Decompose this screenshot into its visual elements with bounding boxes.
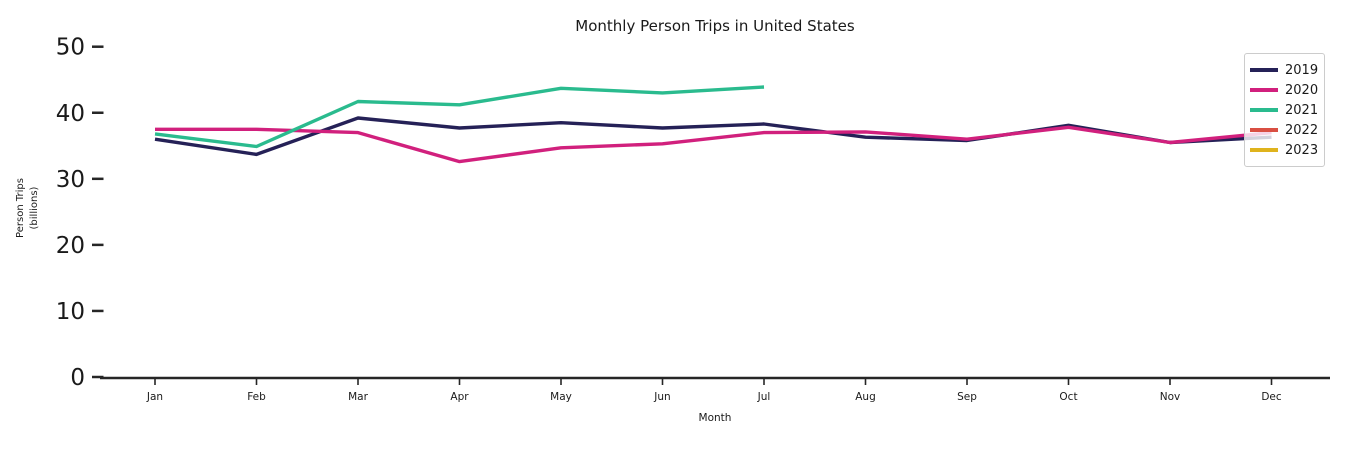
- x-tick-label: Sep: [957, 391, 977, 403]
- legend-swatch-icon: [1250, 88, 1278, 92]
- x-tick-label: Nov: [1160, 391, 1181, 403]
- x-tick-label: Feb: [247, 391, 266, 403]
- x-tick-label: Oct: [1059, 391, 1077, 403]
- legend-swatch-icon: [1250, 148, 1278, 152]
- x-tick-label: Jan: [146, 391, 163, 403]
- legend-item-2022: 2022: [1250, 120, 1319, 140]
- legend-label: 2021: [1285, 102, 1319, 118]
- x-tick-label: May: [550, 391, 572, 403]
- x-tick-label: Mar: [348, 391, 368, 403]
- legend-item-2019: 2019: [1250, 60, 1319, 80]
- legend-swatch-icon: [1250, 108, 1278, 112]
- legend-label: 2022: [1285, 122, 1319, 138]
- legend-item-2020: 2020: [1250, 80, 1319, 100]
- series-line-2021: [154, 85, 765, 149]
- y-tick-label: 50: [56, 35, 85, 61]
- x-tick-label: Apr: [450, 391, 469, 403]
- legend-label: 2020: [1285, 82, 1319, 98]
- y-axis-label-line2: (billions): [28, 186, 40, 230]
- x-tick-label: Dec: [1261, 391, 1282, 403]
- legend-swatch-icon: [1250, 68, 1278, 72]
- x-tick-label: Jun: [653, 391, 670, 403]
- legend-item-2021: 2021: [1250, 100, 1319, 120]
- y-axis-label: Person Trips (billions): [14, 135, 46, 281]
- y-tick-label: 30: [56, 167, 85, 193]
- legend-label: 2019: [1285, 62, 1319, 78]
- y-axis-label-line1: Person Trips: [15, 178, 26, 238]
- y-tick-label: 40: [56, 101, 85, 127]
- x-tick-label: Jul: [757, 391, 771, 403]
- x-axis-label: Month: [698, 412, 732, 424]
- legend-item-2023: 2023: [1250, 140, 1319, 160]
- y-tick-label: 0: [70, 365, 85, 391]
- y-tick-label: 10: [56, 299, 85, 325]
- legend: 2019 2020 2021 2022 2023: [1244, 53, 1325, 167]
- x-tick-label: Aug: [855, 391, 876, 403]
- series-line-2019: [154, 116, 1272, 157]
- legend-swatch-icon: [1250, 128, 1278, 132]
- legend-label: 2023: [1285, 142, 1319, 158]
- chart-title: Monthly Person Trips in United States: [575, 17, 855, 35]
- series-line-2020: [155, 125, 1272, 164]
- y-tick-label: 20: [56, 233, 85, 259]
